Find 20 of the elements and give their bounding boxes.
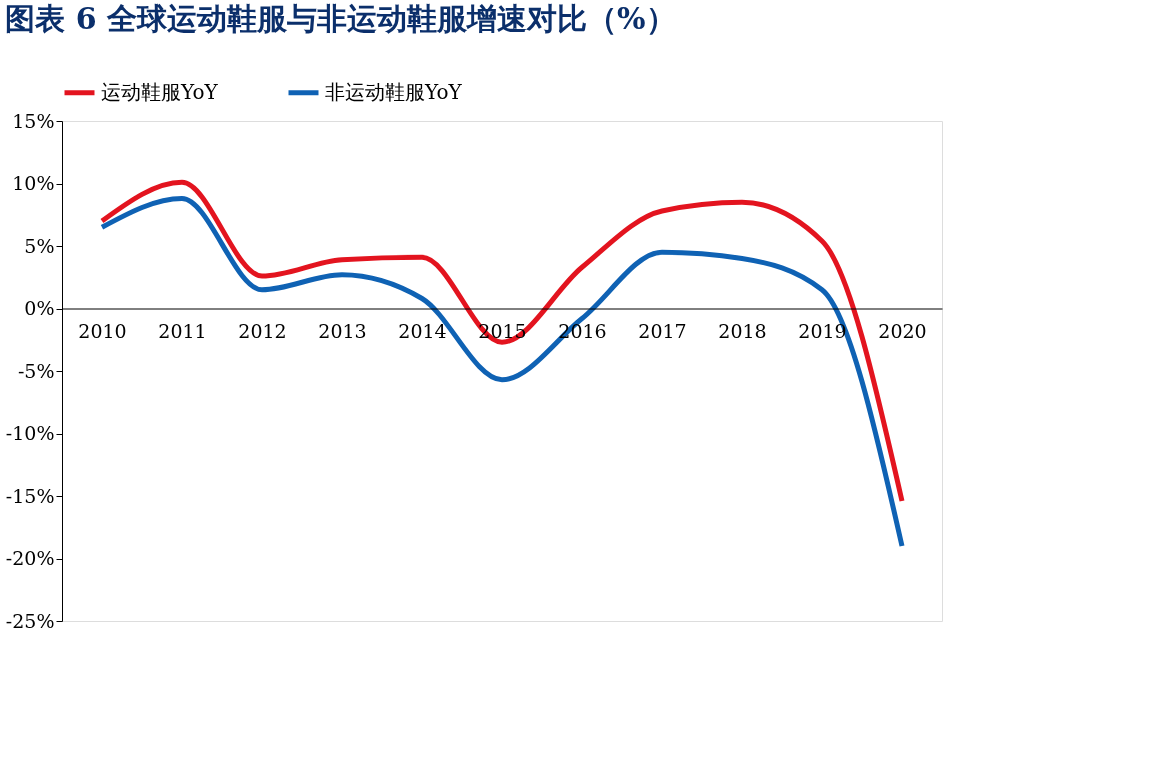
y-tick-label: 10% (12, 172, 55, 194)
x-tick-label: 2014 (398, 320, 447, 342)
x-tick-label: 2020 (878, 320, 927, 342)
x-tick-label: 2013 (318, 320, 367, 342)
y-tick-label: -20% (5, 547, 55, 569)
y-tick-label: -5% (17, 359, 55, 382)
y-tick-label: -25% (5, 609, 55, 632)
legend-label: 非运动鞋服YoY (325, 79, 463, 104)
y-tick-label: -10% (5, 422, 55, 444)
y-tick-label: 5% (24, 234, 55, 257)
x-tick-label: 2012 (238, 320, 287, 342)
legend-label: 运动鞋服YoY (101, 79, 219, 104)
x-tick-label: 2017 (638, 320, 687, 342)
y-tick-label: 15% (12, 109, 55, 132)
chart-title: 图表 6 全球运动鞋服与非运动鞋服增速对比（%） (5, 1, 676, 36)
y-tick-label: 0% (24, 297, 55, 319)
x-tick-label: 2010 (78, 320, 127, 342)
x-tick-label: 2018 (718, 320, 767, 342)
y-tick-label: -15% (5, 484, 55, 507)
x-tick-label: 2011 (158, 320, 207, 342)
